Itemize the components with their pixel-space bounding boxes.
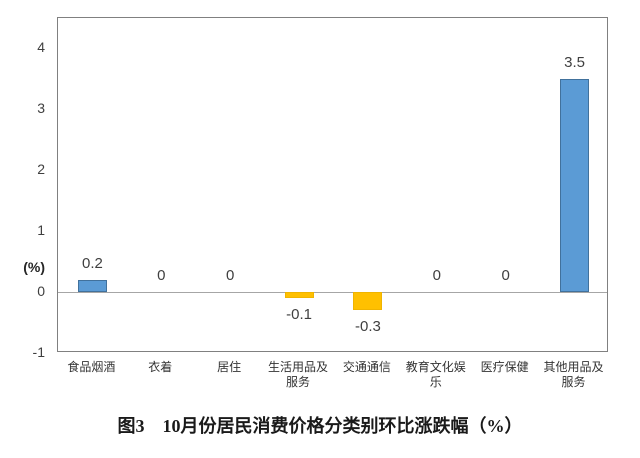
- y-tick-label: -1: [32, 344, 45, 360]
- chart-title: 图3 10月份居民消费价格分类别环比涨跌幅（%）: [117, 416, 523, 436]
- x-category-label-食品烟酒: 食品烟酒: [57, 360, 126, 375]
- y-tick-label: 4: [37, 39, 45, 56]
- x-category-label-line: 衣着: [148, 360, 173, 374]
- x-category-label-其他用品及服务: 其他用品及 服务: [539, 360, 608, 390]
- x-category-label-line: 服务: [286, 375, 311, 389]
- value-label: -0.3: [355, 318, 381, 336]
- x-category-label-衣着: 衣着: [126, 360, 195, 375]
- x-category-label-line: 医疗保健: [480, 360, 529, 374]
- x-category-label-居住: 居住: [195, 360, 264, 375]
- y-tick-label: 1: [37, 222, 45, 239]
- x-category-label-line: 交通通信: [342, 360, 391, 374]
- bar-其他用品及服务: [560, 78, 590, 293]
- x-category-label-line: 其他用品及: [543, 360, 604, 374]
- bar-生活用品及服务: [284, 292, 314, 299]
- x-category-label-生活用品及服务: 生活用品及 服务: [264, 360, 333, 390]
- value-label: 0.2: [82, 254, 103, 272]
- x-category-label-line: 食品烟酒: [67, 360, 116, 374]
- value-label: 0: [432, 267, 441, 285]
- y-tick-label: 3: [37, 100, 45, 117]
- x-category-label-医疗保健: 医疗保健: [470, 360, 539, 375]
- y-axis-unit-label: (%): [23, 258, 45, 275]
- value-label: -0.1: [286, 306, 312, 324]
- value-label: 3.5: [564, 53, 585, 71]
- bar-食品烟酒: [77, 279, 107, 293]
- y-tick-label: 2: [37, 161, 45, 178]
- value-label: 0: [501, 267, 510, 285]
- x-category-label-line: 服务: [561, 375, 586, 389]
- x-category-label-line: 教育文化娱: [405, 360, 466, 374]
- x-category-label-line: 乐: [429, 375, 442, 389]
- x-category-label-交通通信: 交通通信: [333, 360, 402, 375]
- value-label: 0: [226, 267, 235, 285]
- x-category-label-教育文化娱乐: 教育文化娱乐: [401, 360, 470, 390]
- value-label: 0: [157, 267, 166, 285]
- zero-gridline: [58, 291, 607, 293]
- x-category-label-line: 居住: [217, 360, 242, 374]
- x-category-label-line: 生活用品及: [268, 360, 329, 374]
- y-tick-label: 0: [37, 283, 45, 300]
- plot-area: 0.2 0 0 -0.1 -0.3 0 0 3.5: [57, 17, 608, 352]
- bar-交通通信: [353, 292, 383, 311]
